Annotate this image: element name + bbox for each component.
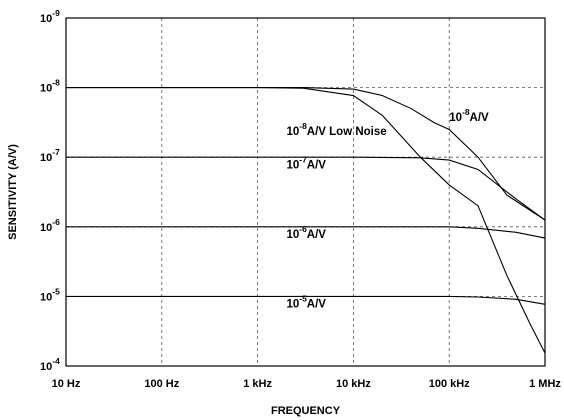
- series-line-1: [66, 87, 546, 354]
- y-tick-label-0: 10-9: [40, 8, 60, 25]
- x-tick-label-5: 1 MHz: [529, 378, 561, 390]
- x-tick-labels: 10 Hz 100 Hz 1 kHz 10 kHz 100 kHz 1 MHz: [52, 378, 562, 390]
- y-tick-label-4: 10-5: [40, 286, 60, 303]
- annotation-layer: 10-8A/V 10-8A/V Low Noise 10-7A/V 10-6A/V 10…: [286, 107, 489, 311]
- x-tick-label-4: 100 kHz: [429, 378, 470, 390]
- y-tick-labels: 10-9 10-8 10-7 10-6 10-5 10-4: [40, 8, 60, 373]
- x-tick-label-0: 10 Hz: [52, 378, 81, 390]
- series-annotation-4: 10-5A/V: [286, 294, 326, 311]
- series-line-4: [66, 295, 546, 305]
- y-axis-title: SENSITIVITY (A/V): [7, 144, 19, 240]
- series-line-3: [66, 226, 546, 239]
- y-tick-label-2: 10-7: [40, 147, 60, 164]
- series-annotation-3: 10-6A/V: [286, 224, 326, 241]
- y-tick-label-3: 10-6: [40, 217, 60, 234]
- x-tick-label-3: 10 kHz: [336, 378, 371, 390]
- series-annotation-0: 10-8A/V: [449, 107, 489, 124]
- plot-frame: [65, 17, 546, 367]
- y-tick-label-5: 10-4: [40, 356, 60, 373]
- series-annotation-2: 10-7A/V: [286, 154, 326, 171]
- x-tick-label-2: 1 kHz: [243, 378, 272, 390]
- y-tick-label-1: 10-8: [40, 78, 60, 95]
- x-tick-label-1: 100 Hz: [144, 378, 179, 390]
- series-line-2: [66, 156, 546, 221]
- series-annotation-1: 10-8A/V Low Noise: [286, 121, 386, 138]
- curve-layer: [66, 87, 546, 354]
- x-axis-title: FREQUENCY: [271, 405, 341, 417]
